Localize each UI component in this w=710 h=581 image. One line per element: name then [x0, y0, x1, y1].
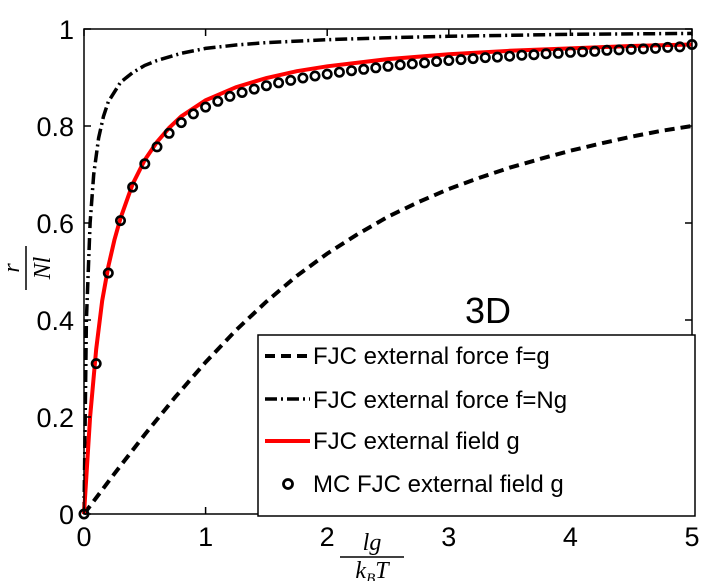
legend-sample-3: [282, 478, 294, 490]
series-layer: [78, 31, 698, 520]
data-point-17: [285, 74, 297, 86]
data-point-20: [321, 68, 333, 80]
data-point-5: [139, 158, 151, 170]
data-point-13: [236, 87, 248, 99]
data-point-36: [516, 49, 528, 61]
series-line-1: [82, 31, 693, 515]
x-tick-label-2: 2: [320, 522, 335, 552]
data-point-35: [504, 50, 516, 62]
data-point-41: [577, 46, 589, 58]
x-axis-label: lg kBT: [340, 530, 404, 581]
data-point-49: [674, 41, 686, 53]
y-axis-label: r Nl: [0, 246, 56, 290]
data-point-28: [418, 57, 430, 69]
y-tick-label-3: 0.6: [36, 209, 74, 239]
data-point-19: [309, 70, 321, 82]
data-point-45: [625, 43, 637, 55]
data-point-27: [406, 58, 418, 70]
y-tick-label-2: 0.4: [36, 306, 74, 336]
data-point-23: [358, 63, 370, 75]
x-tick-label-0: 0: [76, 522, 91, 552]
data-point-11: [212, 95, 224, 107]
x-tick-label-3: 3: [441, 522, 456, 552]
data-point-33: [479, 52, 491, 64]
data-point-14: [248, 83, 260, 95]
x-tick-label-1: 1: [198, 522, 213, 552]
legend-label-force-g: FJC external force f=g: [313, 343, 550, 370]
data-point-47: [649, 42, 661, 54]
data-point-46: [637, 43, 649, 55]
data-point-44: [613, 44, 625, 56]
data-point-32: [467, 53, 479, 65]
data-point-25: [382, 60, 394, 72]
data-point-12: [224, 90, 236, 102]
data-point-6: [151, 141, 163, 153]
legend-label-force-ng: FJC external force f=Ng: [313, 387, 567, 414]
y-label-numerator: r: [0, 263, 25, 273]
data-point-43: [601, 44, 613, 56]
legend-box: [257, 334, 696, 517]
data-point-21: [333, 66, 345, 78]
data-point-18: [297, 72, 309, 84]
legend-label-field-g: FJC external field g: [313, 428, 520, 455]
data-point-15: [260, 80, 272, 92]
data-point-39: [552, 47, 564, 59]
data-point-37: [528, 49, 540, 61]
data-point-29: [431, 55, 443, 67]
data-point-16: [273, 77, 285, 89]
y-tick-label-0: 0: [59, 500, 74, 530]
x-tick-label-5: 5: [684, 522, 699, 552]
data-point-7: [163, 127, 175, 139]
y-tick-label-5: 1: [59, 15, 74, 45]
data-point-42: [589, 45, 601, 57]
data-point-1: [90, 358, 102, 370]
data-point-38: [540, 48, 552, 60]
data-point-22: [345, 65, 357, 77]
data-point-10: [200, 101, 212, 113]
series-line-0: [82, 124, 693, 516]
data-point-24: [370, 62, 382, 74]
y-tick-label-4: 0.8: [36, 112, 74, 142]
data-point-3: [115, 215, 127, 227]
data-point-30: [443, 54, 455, 66]
data-point-31: [455, 54, 467, 66]
data-point-2: [102, 267, 114, 279]
data-point-26: [394, 59, 406, 71]
data-point-4: [127, 181, 139, 193]
data-point-34: [491, 51, 503, 63]
data-point-48: [662, 41, 674, 53]
y-label-denominator: Nl: [30, 256, 56, 280]
x-label-numerator: lg: [363, 530, 382, 556]
data-point-8: [175, 117, 187, 129]
data-point-40: [564, 46, 576, 58]
annotation-3d: 3D: [465, 290, 511, 331]
x-tick-label-4: 4: [563, 522, 578, 552]
x-label-denominator: kBT: [355, 558, 390, 581]
legend-samples: [265, 354, 310, 490]
data-point-9: [187, 108, 199, 120]
y-tick-label-1: 0.2: [36, 403, 74, 433]
legend-label-mc-field-g: MC FJC external field g: [313, 471, 564, 498]
legend: FJC external force f=g FJC external forc…: [257, 334, 696, 517]
